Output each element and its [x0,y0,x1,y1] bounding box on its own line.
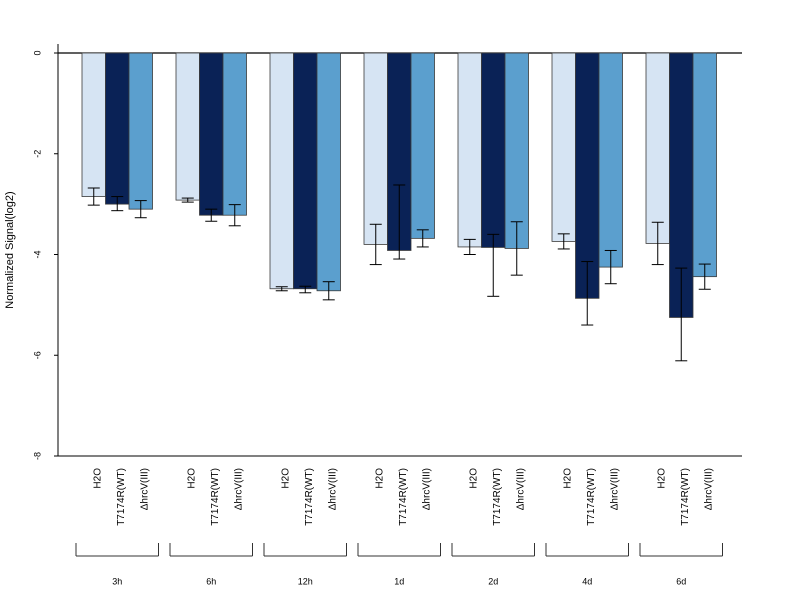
group-label: 6d [676,576,686,586]
bar [645,52,670,244]
x-category-label: ΔhrcV(III) [609,468,620,510]
x-category-label: H2O [374,468,385,489]
x-category-label: ΔhrcV(III) [327,468,338,510]
x-category-label: H2O [280,468,291,489]
group-label: 12h [298,576,313,586]
bar [316,52,341,292]
bar [293,52,318,290]
group-label: 4d [582,576,592,586]
x-category-label: T7174R(WT) [116,468,127,526]
bar [128,52,153,210]
bar [692,52,717,278]
x-category-label: H2O [468,468,479,489]
group-label: 3h [112,576,122,586]
x-category-label: H2O [562,468,573,489]
y-tick-label: -2 [32,150,42,158]
x-category-label: H2O [92,468,103,489]
bar [269,52,294,290]
bar [481,52,506,248]
x-category-label: T7174R(WT) [398,468,409,526]
bars [81,52,717,318]
x-category-label: H2O [186,468,197,489]
bar [410,52,435,239]
bar [598,52,623,268]
error-bars [87,184,711,362]
x-category-label: ΔhrcV(III) [139,468,150,510]
y-tick-label: -8 [32,452,42,460]
bar [363,52,388,245]
x-category-label: T7174R(WT) [304,468,315,526]
bar [222,52,247,216]
y-axis-title: Normalized Signal(log2) [4,191,16,308]
x-category-label: ΔhrcV(III) [515,468,526,510]
x-category-label: T7174R(WT) [492,468,503,526]
group-label: 1d [394,576,404,586]
bar [105,52,130,205]
x-category-label: T7174R(WT) [586,468,597,526]
x-category-label: H2O [656,468,667,489]
bar [504,52,529,249]
bar [551,52,576,242]
x-category-label: ΔhrcV(III) [703,468,714,510]
bar [457,52,482,248]
group-label: 6h [206,576,216,586]
y-tick-label: 0 [32,50,42,55]
x-category-label: ΔhrcV(III) [233,468,244,510]
group-label: 2d [488,576,498,586]
y-tick-label: -4 [32,250,42,258]
bar [199,52,224,216]
x-category-label: T7174R(WT) [210,468,221,526]
labels: 0 -2 -4 -6 -8 Normalized Signal(log2) H2O T7174… [4,50,714,586]
bar [175,52,200,201]
bar [81,52,106,197]
y-tick-label: -6 [32,351,42,359]
x-category-label: T7174R(WT) [680,468,691,526]
x-category-label: ΔhrcV(III) [421,468,432,510]
